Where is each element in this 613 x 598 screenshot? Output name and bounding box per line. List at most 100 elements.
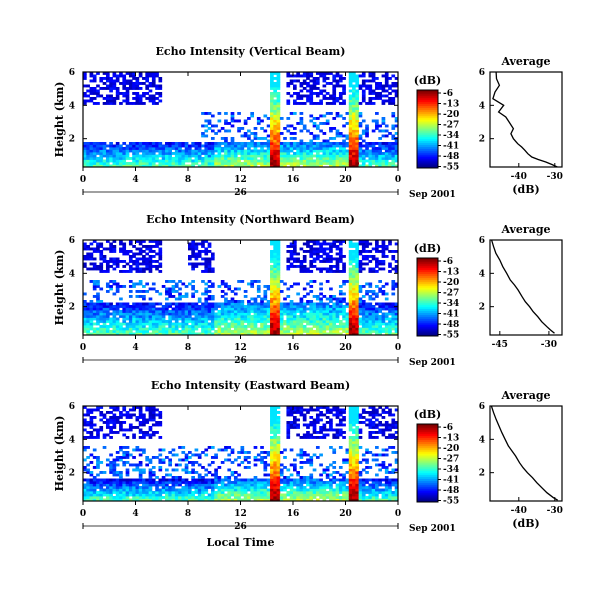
heatmap-cell [105, 496, 110, 499]
heatmap-cell [92, 77, 97, 80]
heatmap-cell [355, 285, 360, 288]
heatmap-cell [299, 94, 304, 98]
heatmap-cell [214, 320, 218, 323]
heatmap-cell [270, 147, 274, 150]
colorbar-swatch [417, 90, 438, 93]
heatmap-cell [296, 418, 300, 422]
heatmap-cell [138, 290, 143, 293]
heatmap-cell [92, 476, 97, 479]
heatmap-cell [138, 94, 143, 98]
heatmap-cell [345, 142, 350, 145]
heatmap-cell [115, 310, 120, 313]
heatmap-cell [270, 408, 274, 412]
heatmap-cell [92, 295, 97, 298]
heatmap-cell [99, 327, 104, 331]
heatmap-cell [283, 152, 287, 155]
heatmap-cell [296, 92, 300, 95]
heatmap-cell [293, 132, 297, 135]
heatmap-cell [276, 129, 281, 133]
heatmap-cell [273, 84, 277, 88]
heatmap-cell [329, 112, 333, 115]
heatmap-cell [296, 252, 300, 256]
heatmap-cell [345, 162, 350, 165]
heatmap-cell [204, 302, 209, 306]
heatmap-cell [194, 144, 199, 148]
heatmap-cell [338, 290, 343, 293]
colorbar-swatch [417, 310, 438, 313]
heatmap-cell [270, 132, 274, 135]
heatmap-cell [384, 292, 389, 296]
heatmap-cell [233, 164, 238, 168]
heatmap-cell [194, 478, 199, 482]
heatmap-cell [361, 129, 366, 133]
heatmap-cell [138, 413, 143, 417]
heatmap-cell [322, 122, 327, 125]
heatmap-cell [92, 483, 97, 487]
heatmap-cell [174, 152, 179, 155]
heatmap-cell [201, 493, 205, 497]
heatmap-cell [276, 317, 281, 321]
heatmap-cell [338, 132, 343, 135]
heatmap-cell [309, 315, 314, 318]
heatmap-cell [335, 262, 340, 266]
heatmap-cell [332, 242, 337, 246]
heatmap-cell [158, 242, 163, 246]
heatmap-cell [217, 147, 222, 150]
heatmap-cell [145, 152, 150, 155]
heatmap-cell [171, 476, 176, 479]
heatmap-cell [293, 99, 297, 103]
heatmap-cell [174, 282, 179, 286]
heatmap-cell [365, 262, 369, 266]
colorbar-swatch [417, 277, 438, 280]
heatmap-cell [174, 481, 179, 484]
heatmap-cell [112, 408, 117, 412]
heatmap-cell [361, 89, 366, 93]
heatmap-cell [378, 307, 382, 311]
heatmap-cell [83, 92, 87, 95]
heatmap-cell [375, 154, 379, 158]
heatmap-cell [302, 307, 307, 311]
heatmap-cell [273, 408, 277, 412]
heatmap-cell [220, 315, 225, 318]
heatmap-cell [283, 448, 287, 452]
heatmap-cell [102, 488, 107, 492]
heatmap-cell [361, 139, 366, 143]
heatmap-cell [250, 305, 255, 308]
heatmap-cell [273, 267, 277, 271]
heatmap-cell [322, 307, 327, 311]
heatmap-cell [253, 149, 258, 153]
heatmap-cell [361, 315, 366, 318]
heatmap-cell [329, 137, 333, 140]
heatmap-cell [273, 436, 277, 439]
heatmap-cell [345, 305, 350, 308]
heatmap-cell [279, 149, 284, 153]
heatmap-cell [174, 307, 179, 311]
heatmap-cell [115, 97, 120, 100]
heatmap-cell [270, 411, 274, 414]
heatmap-cell [151, 97, 156, 100]
heatmap-cell [335, 152, 340, 155]
heatmap-cell [89, 159, 94, 163]
heatmap-cell [161, 325, 166, 328]
heatmap-cell [250, 162, 255, 165]
heatmap-cell [348, 295, 353, 298]
heatmap-cell [293, 320, 297, 323]
heatmap-cell [214, 456, 218, 459]
heatmap-cell [125, 97, 130, 100]
heatmap-cell [230, 488, 235, 492]
heatmap-cell [256, 315, 261, 318]
heatmap-cell [388, 154, 392, 158]
heatmap-cell [132, 320, 136, 323]
heatmap-cell [332, 152, 337, 155]
heatmap-cell [348, 104, 353, 108]
colorbar-swatch [417, 300, 438, 304]
heatmap-cell [142, 431, 146, 434]
heatmap-cell [92, 102, 97, 105]
colorbar-swatch [417, 101, 438, 105]
heatmap-cell [178, 310, 182, 313]
heatmap-cell [102, 317, 107, 321]
heatmap-cell [338, 154, 343, 158]
heatmap-cell [355, 275, 360, 278]
heatmap-cell [158, 292, 163, 296]
heatmap-cell [96, 456, 100, 459]
